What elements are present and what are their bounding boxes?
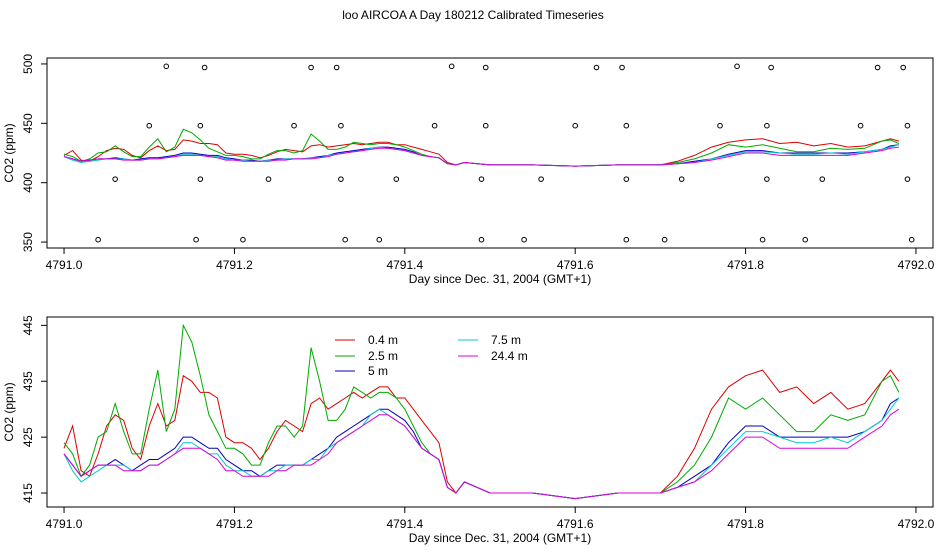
data-point bbox=[95, 236, 101, 243]
series-line-3 bbox=[63, 397, 900, 500]
series-line-5 bbox=[63, 146, 899, 167]
data-point bbox=[265, 176, 272, 182]
y-axis-label: CO2 (ppm) bbox=[2, 382, 16, 441]
series-line-2 bbox=[63, 323, 900, 500]
data-point bbox=[197, 176, 204, 182]
data-point bbox=[201, 64, 208, 71]
data-point bbox=[623, 122, 630, 129]
data-point bbox=[904, 176, 911, 182]
x-tick-label: 4791.4 bbox=[386, 258, 423, 272]
data-point bbox=[482, 122, 489, 129]
legend-label: 7.5 m bbox=[491, 333, 521, 347]
series-group bbox=[63, 128, 900, 167]
data-point bbox=[768, 64, 774, 71]
series-line-2 bbox=[63, 128, 900, 167]
y-axis-label: CO2 (ppm) bbox=[2, 123, 16, 182]
x-tick-label: 4791.8 bbox=[727, 258, 764, 272]
series-line-5 bbox=[63, 408, 900, 500]
data-point bbox=[338, 122, 344, 129]
data-point bbox=[623, 236, 630, 243]
x-tick-label: 4791.0 bbox=[46, 517, 83, 531]
x-axis-label: Day since Dec. 31, 2004 (GMT+1) bbox=[409, 531, 591, 545]
data-point bbox=[308, 64, 314, 71]
data-point bbox=[623, 176, 630, 182]
y-tick-label: 435 bbox=[21, 371, 35, 391]
chart-title: loo AIRCOA A Day 180212 Calibrated Times… bbox=[342, 8, 603, 22]
data-point bbox=[478, 236, 485, 243]
data-point bbox=[764, 122, 770, 129]
data-point bbox=[291, 122, 297, 129]
y-tick-label: 415 bbox=[21, 483, 35, 503]
data-point bbox=[193, 236, 199, 243]
data-point bbox=[197, 122, 204, 129]
data-point bbox=[764, 176, 770, 182]
data-point bbox=[759, 236, 766, 243]
lower-panel: 4791.0 4791.2 4791.4 4791.6 4791.8 4792.0 415 4… bbox=[2, 315, 935, 545]
data-point bbox=[619, 64, 625, 71]
plot-frame bbox=[46, 57, 934, 249]
data-point bbox=[900, 64, 906, 71]
data-point bbox=[393, 176, 400, 182]
x-tick-label: 4791.0 bbox=[46, 258, 83, 272]
y-tick-label: 450 bbox=[21, 113, 35, 133]
data-point bbox=[734, 63, 740, 70]
plot-frame bbox=[46, 316, 934, 508]
series-line-3 bbox=[63, 144, 899, 167]
y-tick-label: 500 bbox=[21, 54, 35, 74]
data-point bbox=[857, 122, 864, 129]
data-point bbox=[333, 64, 340, 71]
data-point bbox=[376, 236, 383, 243]
data-point bbox=[338, 176, 344, 182]
x-tick-label: 4791.4 bbox=[386, 517, 423, 531]
data-point bbox=[802, 236, 809, 243]
x-tick-label: 4791.8 bbox=[727, 517, 764, 531]
data-point bbox=[908, 236, 915, 243]
y-tick-label: 350 bbox=[21, 232, 35, 252]
x-tick-label: 4792.0 bbox=[898, 517, 935, 531]
data-point bbox=[112, 176, 118, 182]
data-point bbox=[342, 236, 348, 243]
upper-panel: 4791.0 4791.2 4791.4 4791.6 4791.8 4792.0 350 4… bbox=[2, 54, 935, 286]
x-tick-label: 4791.6 bbox=[557, 258, 594, 272]
data-point bbox=[593, 64, 600, 71]
x-tick-label: 4791.2 bbox=[216, 517, 253, 531]
data-point bbox=[482, 64, 489, 71]
data-point bbox=[904, 122, 911, 129]
data-point bbox=[478, 176, 485, 182]
data-point bbox=[819, 176, 826, 182]
data-point bbox=[431, 122, 438, 129]
data-point bbox=[717, 122, 723, 129]
legend-label: 0.4 m bbox=[368, 333, 398, 347]
legend-label: 5 m bbox=[368, 364, 388, 378]
x-tick-label: 4791.6 bbox=[557, 517, 594, 531]
data-point bbox=[240, 236, 246, 243]
data-point bbox=[163, 63, 170, 70]
data-point bbox=[874, 64, 881, 71]
x-axis-label: Day since Dec. 31, 2004 (GMT+1) bbox=[409, 272, 591, 286]
x-tick-label: 4791.2 bbox=[216, 258, 253, 272]
data-point bbox=[572, 122, 578, 129]
data-point bbox=[661, 236, 668, 243]
series-line-1 bbox=[63, 369, 900, 500]
data-point bbox=[448, 63, 455, 70]
legend-label: 2.5 m bbox=[368, 349, 398, 363]
y-tick-label: 425 bbox=[21, 427, 35, 447]
data-point bbox=[538, 176, 544, 182]
series-line-1 bbox=[63, 138, 900, 167]
data-point bbox=[521, 236, 527, 243]
y-tick-label: 445 bbox=[21, 315, 35, 335]
legend-label: 24.4 m bbox=[491, 349, 528, 363]
data-point bbox=[678, 176, 685, 182]
x-tick-label: 4792.0 bbox=[898, 258, 935, 272]
data-point bbox=[146, 122, 153, 129]
series-group bbox=[63, 323, 900, 500]
y-tick-label: 400 bbox=[21, 172, 35, 192]
